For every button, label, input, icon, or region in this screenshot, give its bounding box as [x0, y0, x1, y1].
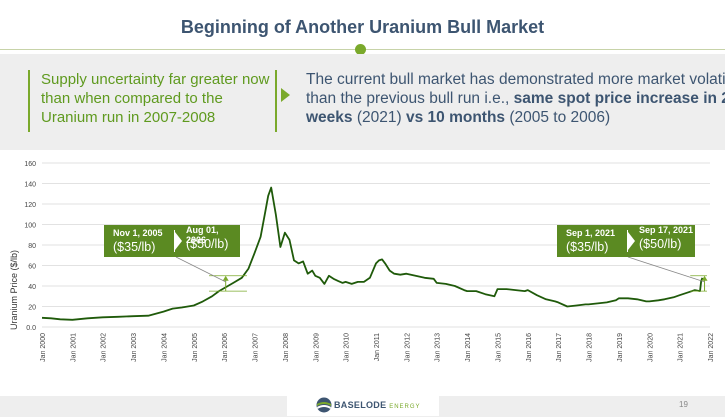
x-tick-label: Jan 2012 — [404, 333, 411, 362]
callout-1-start-price: ($35/lb) — [113, 240, 156, 254]
x-tick-label: Jan 2011 — [374, 333, 381, 361]
text-band — [0, 54, 725, 150]
callout-1-start-date: Nov 1, 2005 — [113, 228, 163, 238]
x-axis-ticks: Jan 2000 Jan 2001 Jan 2002 Jan 2003 Jan 2004… — [40, 333, 715, 362]
callout-1-end-date: Aug 01, 2006 — [186, 225, 219, 245]
callout-2-end-date: Sep 17, 2021 — [639, 225, 694, 235]
x-tick-label: Jan 2003 — [131, 333, 138, 362]
price-series — [41, 186, 704, 321]
y-tick-label: 100 — [24, 223, 36, 230]
right-text-bold1: same spot price increase in 2 weeks — [306, 90, 725, 126]
x-tick-label: Jan 2007 — [253, 333, 260, 362]
callout-2-start-price: ($35/lb) — [566, 240, 609, 254]
callout-2-start-date: Sep 1, 2021 — [566, 228, 616, 238]
x-tick-label: Jan 2016 — [526, 333, 533, 362]
logo-main: BASELODE — [334, 400, 387, 410]
callout-2005-2006: Nov 1, 2005 ($35/lb) Aug 01, 2006 ($50/l… — [104, 225, 240, 257]
baselode-logo-icon — [316, 397, 332, 413]
increase-arrow-head — [701, 275, 708, 281]
y-tick-label: 120 — [24, 202, 36, 209]
page-number: 19 — [679, 400, 688, 409]
y-tick-label: 20 — [28, 305, 36, 312]
right-text-part1: The current bull market has demonstrated… — [306, 71, 725, 107]
y-tick-label: 0.0 — [26, 325, 36, 332]
x-tick-label: Jan 2008 — [283, 333, 290, 362]
x-tick-label: Jan 2006 — [222, 333, 229, 362]
callout-1-divider — [174, 230, 175, 252]
x-tick-label: Jan 2005 — [192, 333, 199, 362]
x-tick-label: Jan 2022 — [708, 333, 715, 362]
logo-area — [287, 394, 439, 416]
x-tick-label: Jan 2018 — [587, 333, 594, 362]
x-tick-label: Jan 2000 — [40, 333, 47, 362]
x-tick-label: Jan 2004 — [161, 333, 168, 362]
left-statement: Supply uncertainty far greater now than … — [28, 70, 276, 132]
right-text-part3: (2005 to 2006) — [505, 109, 611, 126]
callout-markers — [175, 256, 708, 292]
x-tick-label: Jan 2017 — [556, 333, 563, 362]
x-tick-label: Jan 2009 — [313, 333, 320, 362]
increase-arrow-head — [222, 275, 229, 281]
callout-2021: Sep 1, 2021 ($35/lb) Sep 17, 2021 ($50/l… — [557, 225, 695, 257]
y-tick-label: 80 — [28, 243, 36, 250]
logo-text: BASELODE ENERGY — [334, 400, 421, 410]
chevron-right-icon — [175, 232, 182, 250]
callout-2-end-price: ($50/lb) — [639, 237, 682, 251]
y-tick-label: 40 — [28, 284, 36, 291]
title-dot — [355, 44, 366, 55]
logo-sub: ENERGY — [389, 404, 421, 410]
callout-2-divider — [627, 230, 628, 252]
x-tick-label: Jan 2002 — [101, 333, 108, 362]
x-tick-label: Jan 2014 — [465, 333, 472, 362]
x-tick-label: Jan 2021 — [678, 333, 685, 362]
y-tick-label: 140 — [24, 182, 36, 189]
chevron-right-icon — [628, 232, 635, 250]
right-text-part2: (2021) — [352, 109, 406, 126]
y-tick-label: 60 — [28, 264, 36, 271]
x-tick-label: Jan 2019 — [617, 333, 624, 362]
x-tick-label: Jan 2001 — [70, 333, 77, 362]
callout-1-end-price: ($50/lb) — [186, 237, 229, 251]
callout-leader — [175, 256, 226, 283]
chevron-right-icon — [281, 88, 290, 102]
uranium-price-chart: 0.0 20 40 60 80 100 120 140 160 Jan 2000 Jan 2001… — [9, 161, 715, 362]
y-tick-label: 160 — [24, 161, 36, 168]
y-axis-ticks: 0.0 20 40 60 80 100 120 140 160 — [24, 161, 36, 332]
uranium-price-line — [41, 186, 704, 321]
callout-leader — [627, 256, 705, 283]
x-tick-label: Jan 2020 — [647, 333, 654, 362]
right-text-bold2: vs 10 months — [405, 109, 506, 126]
x-tick-label: Jan 2015 — [495, 333, 502, 362]
x-tick-label: Jan 2010 — [344, 333, 351, 362]
y-axis-label: Uranium Price ($/lb) — [9, 250, 19, 330]
page-title: Beginning of Another Uranium Bull Market — [180, 17, 545, 37]
x-tick-label: Jan 2013 — [435, 333, 442, 362]
right-statement: The current bull market has demonstrated… — [275, 70, 725, 132]
